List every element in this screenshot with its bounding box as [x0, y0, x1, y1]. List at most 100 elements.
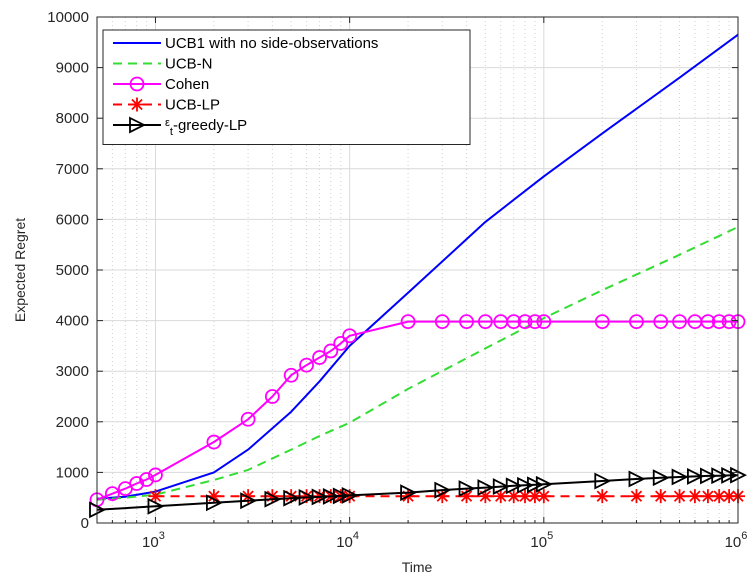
- y-tick-label: 8000: [56, 110, 89, 127]
- y-tick-label: 3000: [56, 363, 89, 380]
- data-point: [298, 488, 316, 506]
- data-point: [477, 314, 493, 330]
- data-point: [506, 314, 522, 330]
- data-point: [517, 314, 533, 330]
- data-point: [721, 314, 737, 330]
- y-tick-label: 2000: [56, 414, 89, 431]
- legend-entry: UCB-LP: [113, 97, 220, 114]
- data-point: [400, 314, 416, 330]
- data-point: [672, 314, 687, 330]
- data-point: [687, 467, 704, 485]
- data-point: [722, 489, 737, 504]
- data-point: [671, 468, 689, 486]
- data-point: [240, 492, 258, 510]
- data-point: [148, 489, 163, 504]
- data-point: [323, 343, 339, 359]
- y-tick-label: 9000: [56, 60, 89, 77]
- data-point: [299, 357, 314, 373]
- data-point: [535, 475, 553, 493]
- data-point: [139, 472, 154, 487]
- axes: 0 1000 2000 3000 4000 5000 6000 7000 8000 9000 100…: [47, 9, 747, 551]
- data-point: [672, 489, 687, 504]
- data-point: [536, 489, 551, 504]
- series-line: [96, 226, 739, 501]
- legend-label: Cohen: [165, 76, 209, 93]
- data-point: [129, 76, 145, 92]
- data-point: [629, 489, 644, 504]
- data-point: [459, 314, 474, 330]
- x-tick-label: 105: [530, 530, 553, 551]
- data-point: [527, 489, 542, 504]
- series-2: [89, 314, 746, 508]
- legend-label: εt-greedy-LP: [165, 117, 247, 138]
- legend-entry: UCB-N: [113, 56, 213, 73]
- y-tick-label: 0: [81, 515, 89, 532]
- data-point: [700, 489, 715, 504]
- x-tick-label: 106: [725, 530, 748, 551]
- y-tick-label: 4000: [56, 313, 89, 330]
- data-point: [595, 489, 610, 504]
- data-point: [312, 350, 327, 365]
- legend-entry: Cohen: [113, 76, 209, 93]
- data-point: [458, 480, 476, 498]
- data-point: [536, 314, 552, 330]
- data-point: [332, 487, 350, 505]
- y-tick-label: 7000: [56, 161, 89, 178]
- series-layer: [89, 33, 748, 519]
- data-point: [283, 489, 301, 507]
- legend-box: [102, 29, 471, 145]
- data-point: [527, 476, 544, 494]
- data-point: [342, 328, 358, 344]
- data-point: [147, 497, 165, 515]
- data-point: [333, 335, 349, 351]
- data-point: [264, 389, 280, 404]
- data-point: [628, 470, 646, 488]
- data-point: [264, 490, 282, 508]
- data-point: [505, 477, 523, 495]
- legend-entry: UCB1 with no side-observations: [113, 35, 378, 52]
- y-tick-label: 10000: [47, 9, 89, 26]
- series-1: [96, 226, 739, 501]
- data-point: [653, 489, 668, 504]
- y-tick-label: 6000: [56, 211, 89, 228]
- x-tick-label: 103: [142, 530, 165, 551]
- data-point: [527, 314, 543, 330]
- data-point: [129, 116, 147, 134]
- x-axis-label: Time: [402, 559, 433, 575]
- legend: UCB1 with no side-observations UCB-N Cohen…: [102, 29, 471, 145]
- series-line: [96, 33, 739, 500]
- series-0: [96, 33, 739, 500]
- data-point: [206, 494, 223, 512]
- data-point: [240, 411, 256, 427]
- data-point: [434, 314, 450, 330]
- legend-entry: εt-greedy-LP: [113, 116, 247, 138]
- data-point: [492, 478, 510, 496]
- legend-label: UCB-LP: [165, 97, 220, 114]
- data-point: [341, 486, 359, 504]
- legend-label: UCB1 with no side-observations: [165, 35, 378, 52]
- data-point: [322, 487, 340, 505]
- data-point: [712, 489, 727, 504]
- data-point: [493, 489, 508, 504]
- data-point: [711, 314, 727, 330]
- data-point: [594, 472, 612, 490]
- data-point: [517, 476, 535, 494]
- data-point: [477, 479, 495, 497]
- data-point: [130, 97, 144, 112]
- data-point: [400, 484, 418, 502]
- y-tick-label: 5000: [56, 262, 89, 279]
- y-axis-label: Expected Regret: [12, 218, 28, 322]
- series-4: [89, 466, 748, 519]
- data-point: [594, 314, 610, 330]
- data-point: [148, 467, 163, 483]
- data-point: [434, 481, 452, 499]
- data-point: [700, 467, 717, 485]
- x-tick-label: 104: [336, 530, 359, 551]
- data-point: [653, 314, 669, 330]
- legend-label: UCB-N: [165, 56, 213, 73]
- data-point: [104, 486, 120, 502]
- data-point: [629, 314, 644, 330]
- data-point: [311, 488, 329, 506]
- data-point: [711, 467, 729, 485]
